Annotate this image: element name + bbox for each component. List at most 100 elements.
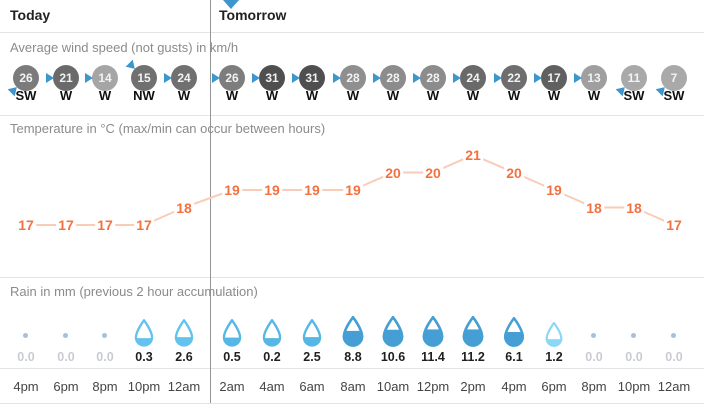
raindrop-icon: [301, 318, 323, 347]
wind-direction-label: W: [59, 88, 73, 103]
wind-direction-label: NW: [133, 88, 155, 103]
wind-direction-arrow-icon: [534, 73, 542, 83]
wind-speed-badge: 13: [581, 65, 607, 91]
wind-direction-label: W: [547, 88, 561, 103]
wind-direction-label: SW: [623, 88, 645, 103]
rain-amount: 11.4: [421, 350, 445, 364]
wind-direction-arrow-icon: [373, 73, 381, 83]
temperature-value: 21: [463, 147, 483, 163]
hour-column-tomorrow-2pm[interactable]: 24 W 21 11.2 2pm: [451, 32, 495, 404]
rain-amount: 0.0: [585, 350, 603, 364]
hour-column-tomorrow-12am[interactable]: 7 SW 17 0.0 12am: [652, 32, 696, 404]
raindrop-icon: [502, 316, 526, 347]
raindrop-icon: [133, 318, 155, 347]
raindrop-icon: [381, 315, 406, 347]
hour-column-today-4pm[interactable]: 26 SW 17 0.0 4pm: [4, 32, 48, 404]
raindrop-icon: [261, 318, 283, 347]
wind-direction-label: W: [466, 88, 480, 103]
wind-direction-arrow-icon: [413, 73, 421, 83]
temperature-value: 20: [423, 164, 443, 181]
hour-column-tomorrow-8am[interactable]: 28 W 19 8.8 8am: [331, 32, 375, 404]
wind-direction-arrow-icon: [212, 73, 220, 83]
hour-column-today-10pm[interactable]: 15 NW 17 0.3 10pm: [122, 32, 166, 404]
hour-column-today-8pm[interactable]: 14 W 17 0.0 8pm: [83, 32, 127, 404]
hour-column-tomorrow-6pm[interactable]: 17 W 19 1.2 6pm: [532, 32, 576, 404]
time-label: 2pm: [460, 379, 486, 394]
rain-trace-dot-icon: [23, 333, 28, 338]
rain-amount: 6.1: [505, 350, 523, 364]
rain-amount: 0.2: [263, 350, 281, 364]
raindrop-icon: [173, 318, 195, 347]
temperature-value: 20: [383, 164, 403, 181]
hour-column-tomorrow-10am[interactable]: 28 W 20 10.6 10am: [371, 32, 415, 404]
temperature-value: 19: [262, 182, 282, 198]
temperature-value: 17: [664, 217, 684, 233]
rain-amount: 11.2: [461, 350, 485, 364]
tab-today[interactable]: Today: [10, 7, 51, 23]
wind-direction-label: W: [265, 88, 279, 103]
raindrop-icon: [221, 318, 243, 347]
wind-speed-badge: 7: [661, 65, 687, 91]
wind-speed-badge: 26: [219, 65, 245, 91]
wind-speed-badge: 26: [13, 65, 39, 91]
rain-amount: 8.8: [344, 350, 362, 364]
time-label: 8pm: [581, 379, 607, 394]
rain-amount: 2.6: [175, 350, 193, 364]
rain-amount: 2.5: [303, 350, 321, 364]
tab-tomorrow[interactable]: Tomorrow: [219, 7, 287, 23]
separator-line: [0, 32, 704, 33]
wind-direction-arrow-icon: [46, 73, 54, 83]
current-time-marker-icon: [223, 0, 239, 9]
temperature-value: 17: [134, 217, 154, 233]
rain-trace-dot-icon: [631, 333, 636, 338]
rain-trace-dot-icon: [63, 333, 68, 338]
wind-direction-arrow-icon: [85, 73, 93, 83]
separator-line: [0, 403, 704, 404]
hour-column-today-12am[interactable]: 24 W 18 2.6 12am: [162, 32, 206, 404]
wind-speed-badge: 28: [380, 65, 406, 91]
hour-column-tomorrow-4pm[interactable]: 22 W 20 6.1 4pm: [492, 32, 536, 404]
rain-amount: 10.6: [380, 350, 406, 364]
raindrop-icon: [461, 315, 486, 347]
hour-column-tomorrow-12pm[interactable]: 28 W 20 11.4 12pm: [411, 32, 455, 404]
hour-column-tomorrow-6am[interactable]: 31 W 19 2.5 6am: [290, 32, 334, 404]
wind-section-label: Average wind speed (not gusts) in km/h: [10, 40, 239, 55]
temperature-value: 19: [544, 182, 564, 198]
rain-section-label: Rain in mm (previous 2 hour accumulation…: [10, 284, 258, 299]
wind-direction-arrow-icon: [453, 73, 461, 83]
hour-column-tomorrow-10pm[interactable]: 11 SW 18 0.0 10pm: [612, 32, 656, 404]
rain-amount: 0.0: [625, 350, 643, 364]
temperature-value: 17: [56, 217, 76, 233]
wind-speed-badge: 24: [460, 65, 486, 91]
wind-speed-badge: 15: [131, 65, 157, 91]
rain-trace-dot-icon: [671, 333, 676, 338]
wind-speed-badge: 31: [259, 65, 285, 91]
hour-column-tomorrow-4am[interactable]: 31 W 19 0.2 4am: [250, 32, 294, 404]
temperature-value: 17: [95, 217, 115, 233]
hour-column-tomorrow-2am[interactable]: 26 W 19 0.5 2am: [210, 32, 254, 404]
wind-direction-label: W: [346, 88, 360, 103]
time-label: 4am: [259, 379, 285, 394]
raindrop-icon: [421, 315, 446, 347]
wind-speed-badge: 28: [420, 65, 446, 91]
wind-direction-label: SW: [663, 88, 685, 103]
wind-direction-label: SW: [15, 88, 37, 103]
rain-amount: 1.2: [545, 350, 563, 364]
rain-amount: 0.0: [96, 350, 114, 364]
wind-direction-label: W: [386, 88, 400, 103]
time-label: 4pm: [13, 379, 39, 394]
time-label: 12pm: [416, 379, 450, 394]
hour-column-today-6pm[interactable]: 21 W 17 0.0 6pm: [44, 32, 88, 404]
temperature-value: 19: [302, 182, 322, 198]
wind-direction-label: W: [587, 88, 601, 103]
rain-amount: 0.0: [57, 350, 75, 364]
rain-amount: 0.0: [17, 350, 35, 364]
temperature-value: 18: [624, 199, 644, 216]
wind-speed-badge: 14: [92, 65, 118, 91]
separator-line: [0, 277, 704, 278]
wind-direction-label: W: [98, 88, 112, 103]
raindrop-icon: [544, 321, 564, 347]
wind-speed-badge: 28: [340, 65, 366, 91]
hour-column-tomorrow-8pm[interactable]: 13 W 18 0.0 8pm: [572, 32, 616, 404]
